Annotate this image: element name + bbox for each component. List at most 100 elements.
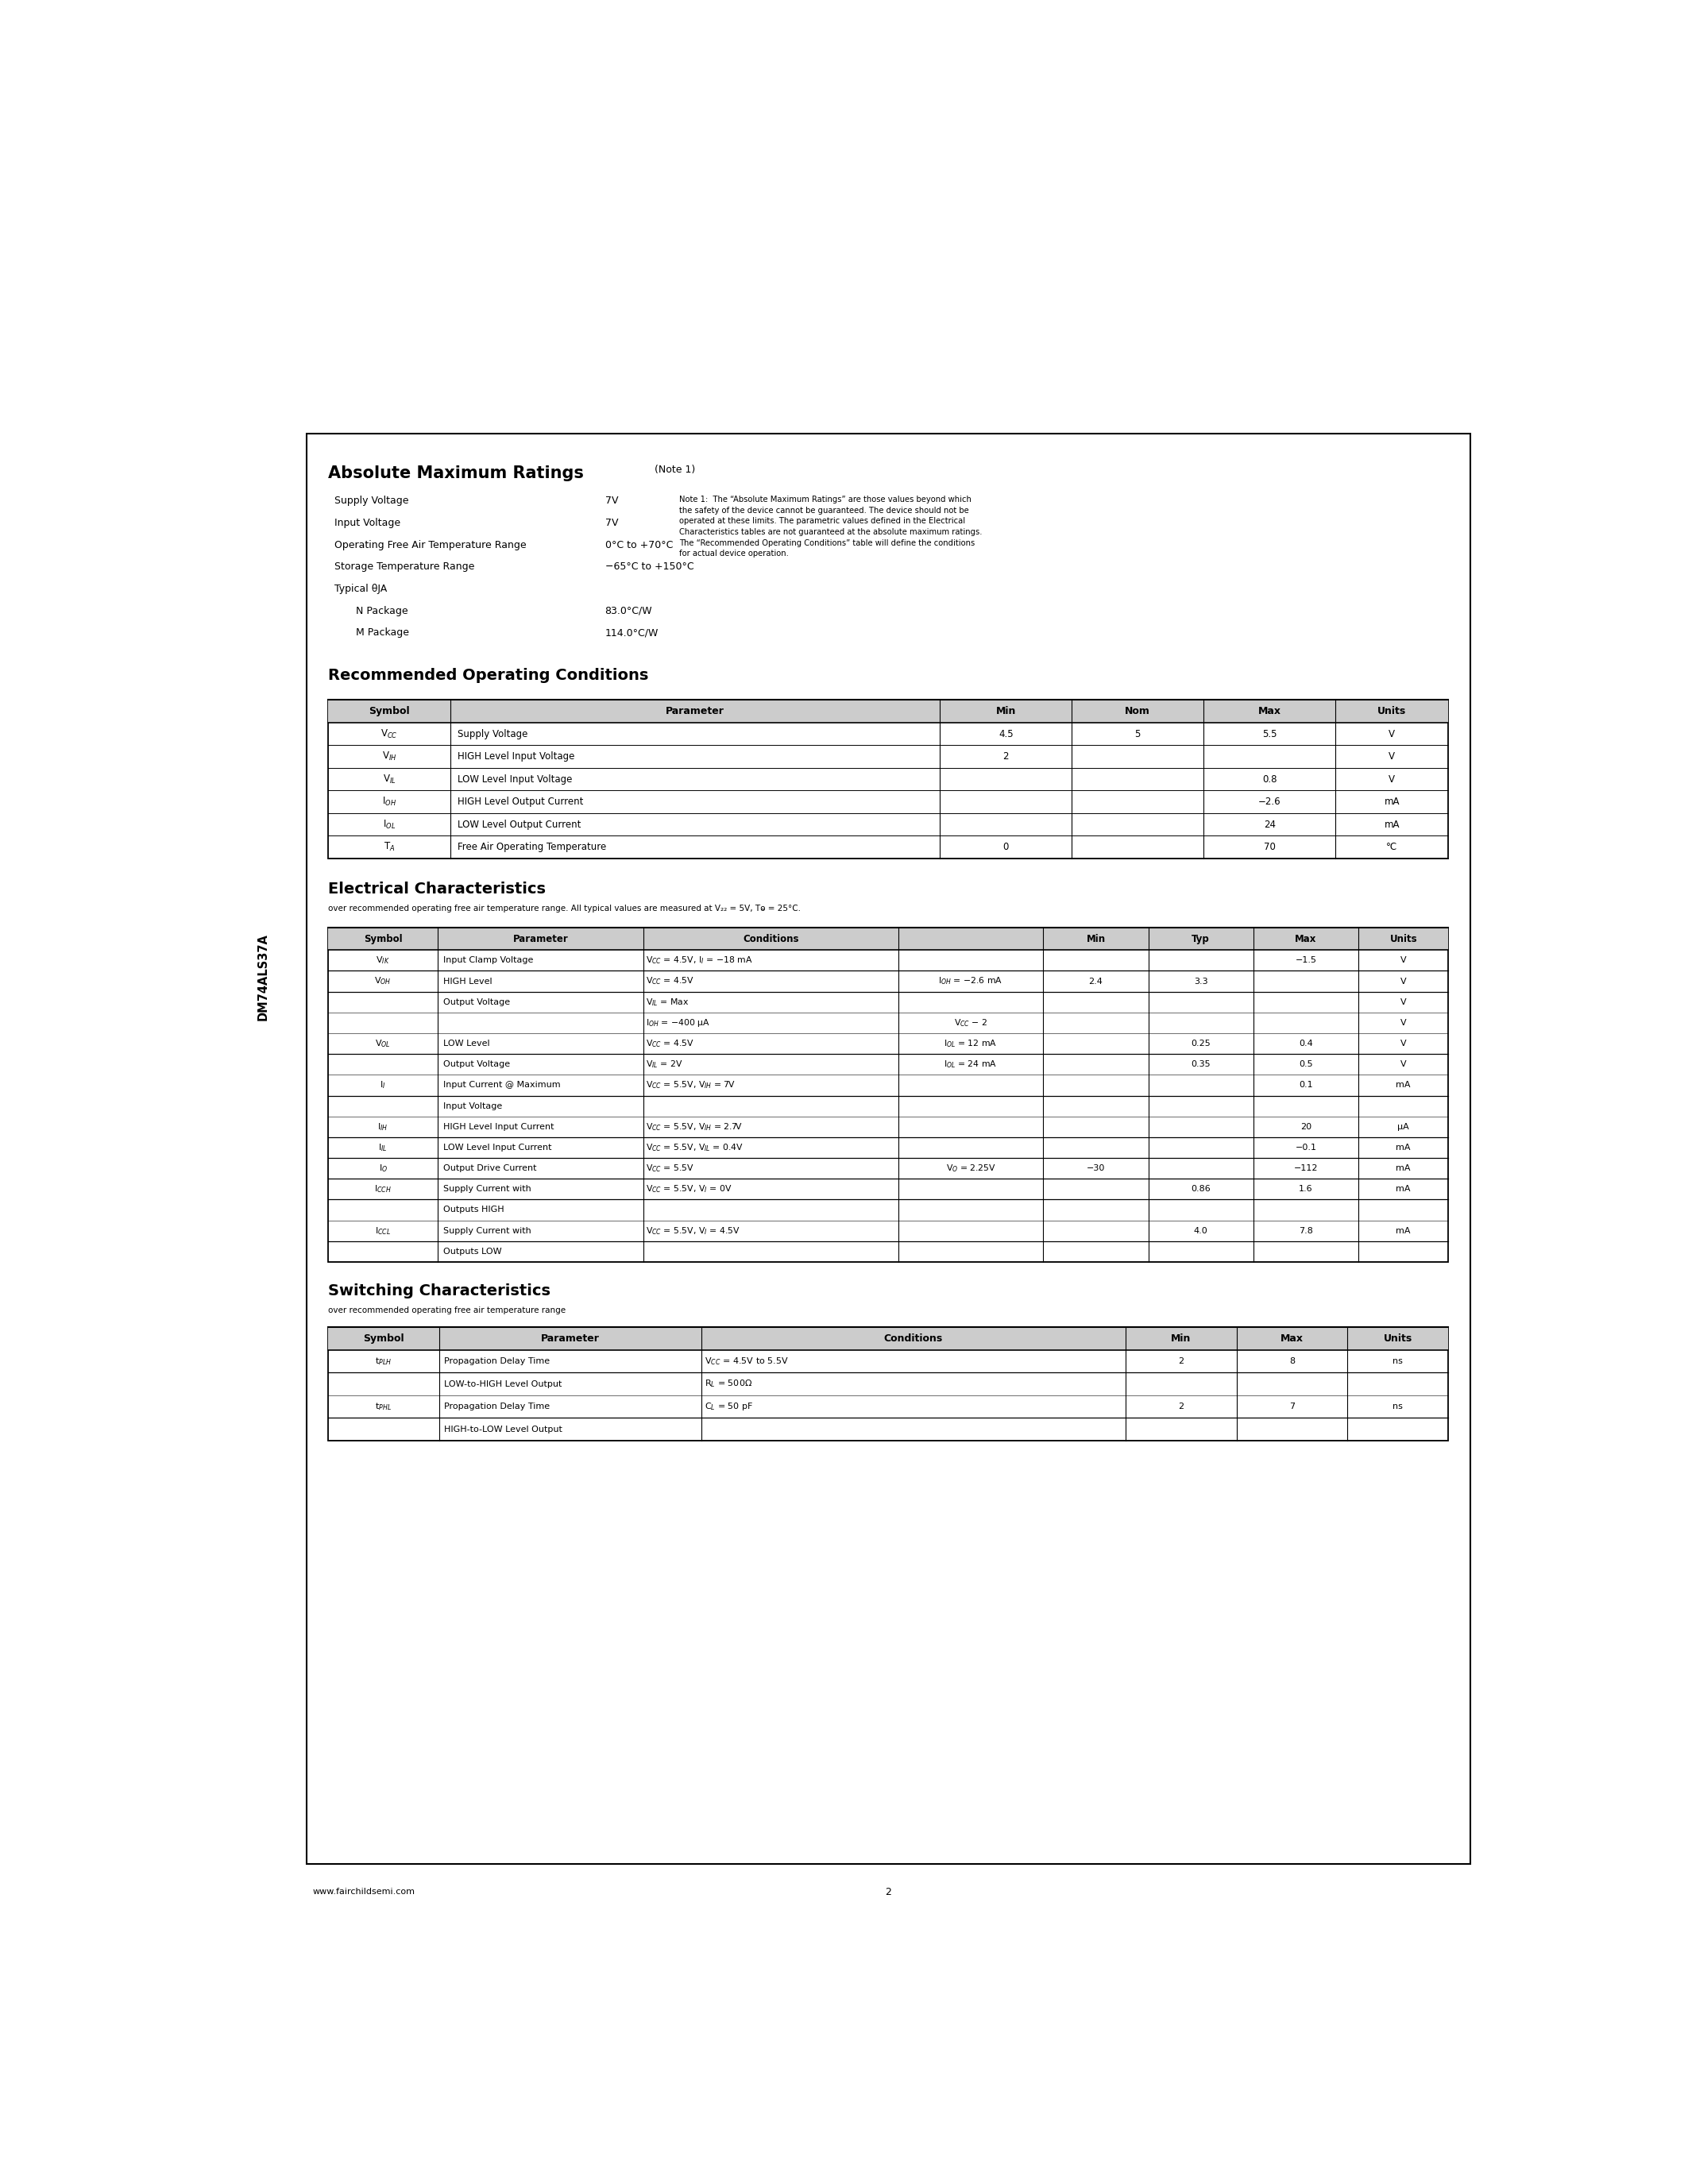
Text: Output Voltage: Output Voltage — [442, 998, 510, 1007]
Text: HIGH Level Input Current: HIGH Level Input Current — [442, 1123, 554, 1131]
Text: mA: mA — [1396, 1227, 1411, 1234]
Text: Max: Max — [1258, 705, 1281, 716]
Text: Propagation Delay Time: Propagation Delay Time — [444, 1402, 550, 1411]
Text: Units: Units — [1384, 1334, 1413, 1343]
Text: 7V: 7V — [604, 496, 618, 507]
Text: Switching Characteristics: Switching Characteristics — [327, 1284, 550, 1299]
Text: I$_{OL}$ = 24 mA: I$_{OL}$ = 24 mA — [944, 1059, 998, 1070]
Text: −2.6: −2.6 — [1258, 797, 1281, 806]
Text: 114.0°C/W: 114.0°C/W — [604, 627, 658, 638]
Text: 0°C to +70°C: 0°C to +70°C — [604, 539, 674, 550]
Text: V$_{OH}$: V$_{OH}$ — [375, 976, 392, 987]
Text: www.fairchildsemi.com: www.fairchildsemi.com — [312, 1887, 415, 1896]
Text: Parameter: Parameter — [513, 933, 569, 943]
Text: Input Current @ Maximum: Input Current @ Maximum — [442, 1081, 560, 1090]
Text: 7V: 7V — [604, 518, 618, 529]
Text: 2: 2 — [1178, 1402, 1183, 1411]
Text: Typical θJA: Typical θJA — [334, 583, 387, 594]
Bar — [327, 928, 1448, 950]
Text: N Package: N Package — [356, 605, 408, 616]
Text: Recommended Operating Conditions: Recommended Operating Conditions — [327, 668, 648, 684]
Text: V$_{CC}$ = 5.5V: V$_{CC}$ = 5.5V — [647, 1162, 695, 1173]
Text: 70: 70 — [1264, 841, 1276, 852]
Text: V$_{CC}$ = 5.5V, V$_I$ = 4.5V: V$_{CC}$ = 5.5V, V$_I$ = 4.5V — [647, 1225, 741, 1236]
Text: V: V — [1389, 751, 1394, 762]
Text: 0.4: 0.4 — [1298, 1040, 1313, 1048]
Text: I$_{IH}$: I$_{IH}$ — [378, 1120, 388, 1131]
Text: Free Air Operating Temperature: Free Air Operating Temperature — [457, 841, 606, 852]
Text: V$_{CC}$ = 5.5V, V$_{IL}$ = 0.4V: V$_{CC}$ = 5.5V, V$_{IL}$ = 0.4V — [647, 1142, 744, 1153]
Text: DM74ALS37A: DM74ALS37A — [257, 933, 270, 1020]
Text: 3.3: 3.3 — [1193, 976, 1209, 985]
Text: T$_A$: T$_A$ — [383, 841, 395, 854]
Text: Min: Min — [996, 705, 1016, 716]
Text: over recommended operating free air temperature range. All typical values are me: over recommended operating free air temp… — [327, 904, 800, 913]
Text: Outputs HIGH: Outputs HIGH — [442, 1206, 503, 1214]
Text: mA: mA — [1396, 1164, 1411, 1173]
Text: 4.0: 4.0 — [1193, 1227, 1209, 1234]
Text: LOW Level Output Current: LOW Level Output Current — [457, 819, 581, 830]
Bar — [327, 1328, 1448, 1441]
Text: LOW-to-HIGH Level Output: LOW-to-HIGH Level Output — [444, 1380, 562, 1387]
Text: V$_O$ = 2.25V: V$_O$ = 2.25V — [945, 1162, 996, 1173]
Text: mA: mA — [1396, 1081, 1411, 1090]
Text: I$_{OL}$: I$_{OL}$ — [383, 819, 395, 830]
Text: Supply Current with: Supply Current with — [442, 1186, 532, 1192]
Text: (Note 1): (Note 1) — [655, 465, 695, 474]
Text: Min: Min — [1085, 933, 1106, 943]
Text: V: V — [1401, 1040, 1406, 1048]
Text: I$_I$: I$_I$ — [380, 1079, 387, 1090]
Text: mA: mA — [1396, 1144, 1411, 1151]
Text: V: V — [1401, 957, 1406, 965]
Bar — [327, 699, 1448, 723]
Text: V$_{IH}$: V$_{IH}$ — [381, 751, 397, 762]
Text: V: V — [1401, 1020, 1406, 1026]
Text: Output Drive Current: Output Drive Current — [442, 1164, 537, 1173]
Text: Max: Max — [1295, 933, 1317, 943]
Text: Parameter: Parameter — [665, 705, 724, 716]
Text: C$_L$ = 50 pF: C$_L$ = 50 pF — [704, 1400, 753, 1413]
Text: Conditions: Conditions — [743, 933, 798, 943]
Bar — [307, 432, 1470, 1865]
Text: 0.8: 0.8 — [1263, 773, 1276, 784]
Text: Conditions: Conditions — [885, 1334, 944, 1343]
Text: I$_{OH}$: I$_{OH}$ — [381, 795, 397, 808]
Text: μA: μA — [1398, 1123, 1409, 1131]
Text: Input Voltage: Input Voltage — [442, 1103, 501, 1109]
Text: V: V — [1389, 773, 1394, 784]
Text: 2.4: 2.4 — [1089, 976, 1102, 985]
Text: Outputs LOW: Outputs LOW — [442, 1247, 501, 1256]
Text: ns: ns — [1393, 1402, 1403, 1411]
Text: Input Clamp Voltage: Input Clamp Voltage — [442, 957, 533, 965]
Text: V$_{CC}$ = 4.5V, I$_I$ = −18 mA: V$_{CC}$ = 4.5V, I$_I$ = −18 mA — [647, 954, 753, 965]
Text: 0.25: 0.25 — [1192, 1040, 1210, 1048]
Text: I$_{CCL}$: I$_{CCL}$ — [375, 1225, 392, 1236]
Text: ns: ns — [1393, 1356, 1403, 1365]
Text: V$_{IK}$: V$_{IK}$ — [376, 954, 390, 965]
Text: mA: mA — [1384, 797, 1399, 806]
Text: V$_{CC}$ = 5.5V, V$_I$ = 0V: V$_{CC}$ = 5.5V, V$_I$ = 0V — [647, 1184, 733, 1195]
Text: Symbol: Symbol — [368, 705, 410, 716]
Text: 7.8: 7.8 — [1298, 1227, 1313, 1234]
Text: LOW Level: LOW Level — [442, 1040, 490, 1048]
Text: I$_{OH}$ = −400 μA: I$_{OH}$ = −400 μA — [647, 1018, 711, 1029]
Text: 4.5: 4.5 — [999, 729, 1013, 738]
Text: °C: °C — [1386, 841, 1398, 852]
Text: 0: 0 — [1003, 841, 1009, 852]
Text: M Package: M Package — [356, 627, 408, 638]
Text: 0.1: 0.1 — [1298, 1081, 1313, 1090]
Text: Electrical Characteristics: Electrical Characteristics — [327, 882, 545, 898]
Text: 1.6: 1.6 — [1298, 1186, 1313, 1192]
Text: V$_{IL}$ = Max: V$_{IL}$ = Max — [647, 996, 689, 1007]
Text: Max: Max — [1281, 1334, 1303, 1343]
Text: V: V — [1389, 729, 1394, 738]
Text: Units: Units — [1389, 933, 1418, 943]
Text: Absolute Maximum Ratings: Absolute Maximum Ratings — [327, 465, 584, 480]
Text: LOW Level Input Voltage: LOW Level Input Voltage — [457, 773, 572, 784]
Text: 20: 20 — [1300, 1123, 1312, 1131]
Bar — [327, 928, 1448, 1262]
Text: Propagation Delay Time: Propagation Delay Time — [444, 1356, 550, 1365]
Text: 5: 5 — [1134, 729, 1141, 738]
Text: I$_O$: I$_O$ — [378, 1162, 388, 1173]
Text: V$_{CC}$ = 4.5V: V$_{CC}$ = 4.5V — [647, 1037, 695, 1048]
